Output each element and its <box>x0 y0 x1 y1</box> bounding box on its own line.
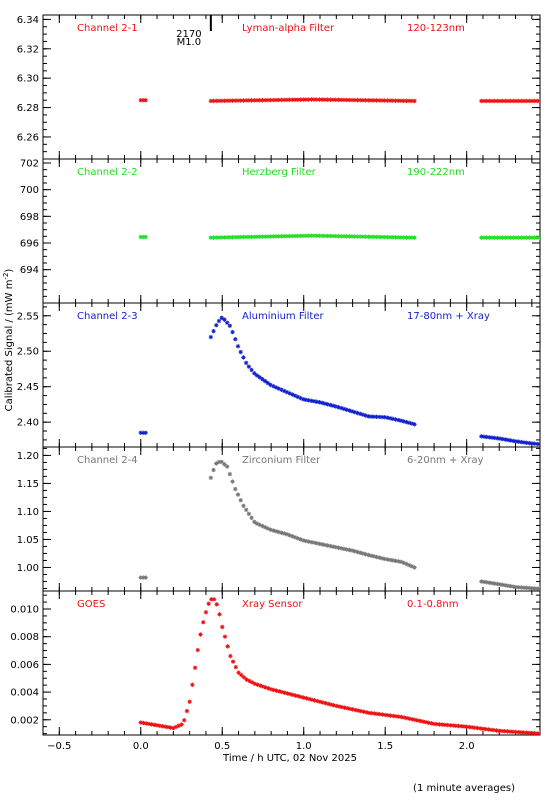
y-tick-label: 1.15 <box>17 479 39 490</box>
y-tick-label: 6.34 <box>17 15 39 26</box>
data-series <box>138 597 540 735</box>
y-tick-label: 0.010 <box>10 605 39 616</box>
y-axis-label: Calibrated Signal / (mW m-2) <box>2 269 15 412</box>
y-tick-label: 2.40 <box>17 418 39 429</box>
panel-5: 0.002 0.004 0.006 0.008 0.010 GOES Xray Sensor… <box>10 590 541 736</box>
y-tick-label: 1.10 <box>17 507 39 518</box>
x-tick-label: −0.5 <box>47 741 71 752</box>
panel-filter-title: Xray Sensor <box>242 599 303 610</box>
x-axis: −0.5 0.0 0.5 1.0 1.5 2.0 <box>47 741 474 752</box>
x-tick-label: 1.5 <box>377 741 393 752</box>
y-tick-label: 6.30 <box>17 74 39 85</box>
y-tick-label: 696 <box>20 239 39 250</box>
x-tick-label: 0.5 <box>214 741 230 752</box>
panels: 6.26 6.28 6.30 6.32 6.34 Channel 2-1 Lyman-alp… <box>10 14 541 736</box>
x-tick-label: 1.0 <box>296 741 312 752</box>
y-tick-label: 6.28 <box>17 103 39 114</box>
data-point-group <box>138 98 148 103</box>
footnote: (1 minute averages) <box>413 783 515 794</box>
panel-4: 1.00 1.05 1.10 1.15 1.20 Channel 2-4 Zirconium… <box>17 446 541 592</box>
panel-channel-title: GOES <box>77 599 105 610</box>
panel-filter-title: Zirconium Filter <box>242 455 321 466</box>
y-tick-label: 1.20 <box>17 451 39 462</box>
panel-band-title: 6-20nm + Xray <box>407 455 484 466</box>
y-tick-label: 0.008 <box>10 632 39 643</box>
panel-band-title: 120-123nm <box>407 23 465 34</box>
panel-channel-title: Channel 2-3 <box>77 311 138 322</box>
panel-frame <box>42 302 541 448</box>
data-point-group <box>138 597 540 735</box>
panel-3: 2.40 2.45 2.50 2.55 Channel 2-3 Aluminium Fil… <box>17 302 541 448</box>
panel-frame <box>42 158 541 304</box>
data-point-group <box>208 315 417 427</box>
panel-band-title: 0.1-0.8nm <box>407 599 459 610</box>
data-point-group <box>479 98 540 104</box>
data-series <box>138 233 540 240</box>
y-tick-label: 1.05 <box>17 535 39 546</box>
panel-band-title: 190-222nm <box>407 167 465 178</box>
y-tick-label: 0.004 <box>10 688 39 699</box>
data-series <box>138 97 540 104</box>
panel-frame <box>42 446 541 592</box>
y-tick-label: 1.00 <box>17 563 39 574</box>
panel-filter-title: Aluminium Filter <box>242 311 325 322</box>
data-point-group <box>208 459 417 570</box>
data-point-group <box>138 430 148 436</box>
panel-frame <box>42 14 541 160</box>
panel-filter-title: Lyman-alpha Filter <box>242 23 335 34</box>
x-axis-label: Time / h UTC, 02 Nov 2025 <box>222 753 357 764</box>
y-tick-label: 700 <box>20 185 39 196</box>
data-point-group <box>208 97 417 104</box>
y-tick-label: 0.002 <box>10 715 39 726</box>
y-tick-label: 6.26 <box>17 132 39 143</box>
panel-1: 6.26 6.28 6.30 6.32 6.34 Channel 2-1 Lyman-alp… <box>17 14 541 160</box>
data-series <box>138 315 540 447</box>
data-point-group <box>208 233 417 240</box>
x-tick-label: 2.0 <box>459 741 475 752</box>
data-series <box>138 459 540 591</box>
panel-channel-title: Channel 2-1 <box>77 23 138 34</box>
y-tick-label: 2.45 <box>17 382 39 393</box>
y-tick-label: 6.32 <box>17 44 39 55</box>
panel-band-title: 17-80nm + Xray <box>407 311 490 322</box>
panel-channel-title: Channel 2-4 <box>77 455 138 466</box>
y-tick-label: 702 <box>20 159 39 170</box>
data-point-group <box>479 579 540 591</box>
panel-2: 694 696 698 700 702 Channel 2-2 Herzberg Filte… <box>20 158 541 304</box>
event-marker-number: 2170 <box>176 29 201 40</box>
data-point-group <box>138 234 148 240</box>
data-point-group <box>479 235 540 240</box>
data-point-group <box>138 575 148 580</box>
y-tick-label: 2.50 <box>17 347 39 358</box>
panel-frame <box>42 590 541 736</box>
panel-filter-title: Herzberg Filter <box>242 167 317 178</box>
x-tick-label: 0.0 <box>133 741 149 752</box>
panel-channel-title: Channel 2-2 <box>77 167 138 178</box>
y-tick-label: 698 <box>20 212 39 223</box>
y-tick-label: 0.006 <box>10 660 39 671</box>
data-point-group <box>479 434 540 447</box>
y-tick-label: 2.55 <box>17 311 39 322</box>
event-marker-class: M1.0 <box>177 37 202 48</box>
y-tick-label: 694 <box>20 265 39 276</box>
